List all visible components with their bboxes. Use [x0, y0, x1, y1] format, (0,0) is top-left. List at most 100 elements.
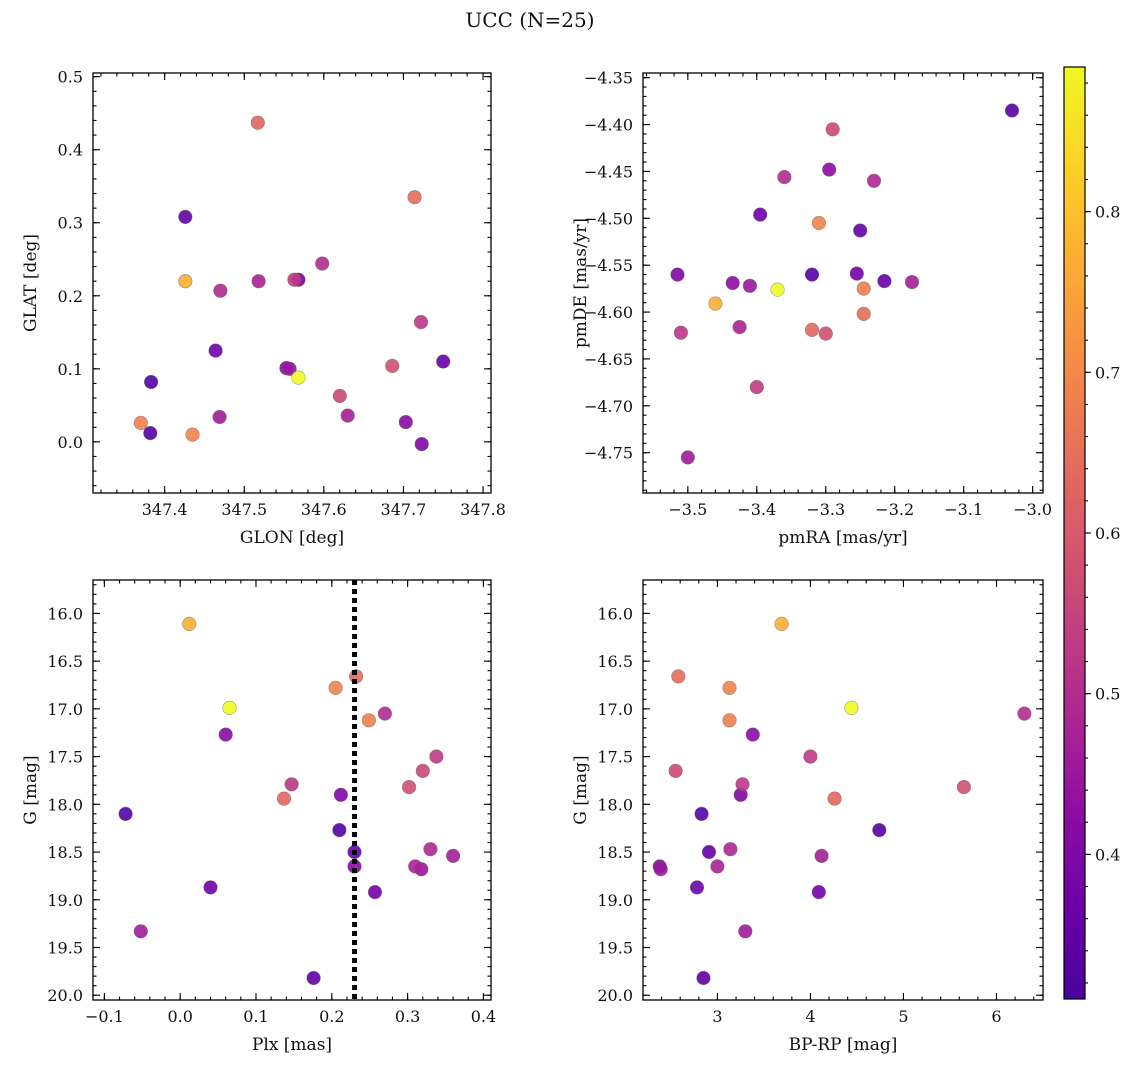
y-tick-label: 18.0: [47, 795, 83, 814]
pm-ylabel: pmDE [mas/yr]: [571, 218, 591, 348]
member-point: [143, 426, 158, 441]
glon-glat-xlabel: GLON [deg]: [240, 528, 344, 548]
bprp-g-xlabel: BP-RP [mag]: [789, 1035, 898, 1055]
y-tick-label: 0.2: [58, 287, 83, 306]
member-point: [429, 749, 444, 764]
colorbar-tick-label: 0.5: [1095, 685, 1120, 704]
member-point: [282, 361, 297, 376]
y-tick-label: 16.5: [47, 652, 83, 671]
y-tick-label: −4.65: [584, 350, 633, 369]
x-tick-label: 347.4: [142, 500, 188, 519]
member-point: [668, 763, 683, 779]
y-tick-label: 0.4: [58, 141, 83, 160]
member-point: [178, 274, 193, 289]
x-tick-label: 347.7: [381, 500, 427, 519]
member-point: [653, 862, 668, 877]
member-point: [361, 713, 377, 728]
member-point: [818, 326, 833, 341]
member-point: [251, 274, 266, 289]
member-point: [377, 706, 393, 721]
member-point: [208, 343, 223, 358]
x-tick-label: 0.1: [243, 1007, 268, 1026]
plx-g-xlabel: Plx [mas]: [252, 1035, 332, 1055]
member-point: [185, 427, 200, 442]
member-point: [804, 322, 820, 338]
pm-xlabel: pmRA [mas/yr]: [778, 528, 907, 548]
member-point: [872, 822, 887, 838]
colorbar-tick-label: 0.6: [1095, 524, 1120, 543]
y-tick-label: 0.3: [58, 214, 83, 233]
member-point: [291, 370, 306, 385]
y-tick-label: −4.40: [584, 116, 633, 135]
member-point: [673, 325, 689, 340]
plx-g-ylabel: G [mag]: [21, 755, 41, 824]
member-point: [853, 223, 868, 238]
pm-frame: [642, 72, 1044, 494]
member-point: [133, 415, 148, 431]
member-point: [1004, 103, 1020, 118]
member-point: [770, 282, 785, 297]
member-point: [753, 207, 768, 222]
bprp-g-points: [652, 616, 1032, 986]
member-point: [446, 848, 461, 864]
colorbar: 0.4 0.5 0.6 0.7 0.8: [1063, 66, 1120, 1000]
y-tick-label: 19.0: [597, 891, 633, 910]
member-point: [332, 822, 347, 838]
member-point: [866, 173, 882, 188]
bprp-g-ylabel: G [mag]: [571, 755, 591, 824]
x-tick-label: 347.5: [221, 500, 267, 519]
member-point: [844, 700, 859, 716]
member-point: [708, 296, 723, 311]
y-tick-label: 19.5: [597, 939, 633, 958]
y-tick-label: 18.0: [597, 795, 633, 814]
member-point: [203, 880, 218, 895]
x-tick-label: −3.4: [737, 500, 776, 519]
member-point: [738, 924, 753, 939]
x-tick-label: 0.4: [471, 1007, 496, 1026]
member-point: [803, 749, 818, 764]
member-point: [398, 415, 413, 430]
member-point: [856, 281, 871, 296]
member-point: [213, 283, 228, 298]
member-point: [287, 272, 302, 287]
member-point: [212, 409, 227, 425]
member-point: [436, 354, 451, 369]
member-point: [804, 267, 820, 282]
member-point: [956, 779, 972, 795]
pm-points: [670, 103, 1020, 465]
member-point: [694, 806, 709, 822]
member-point: [710, 859, 725, 874]
member-point: [284, 777, 299, 792]
y-tick-label: 16.0: [47, 604, 83, 623]
member-point: [402, 779, 417, 795]
member-point: [825, 122, 840, 137]
y-tick-label: −4.60: [584, 303, 633, 322]
panel-bprp-g: 3 4 5 6 16.0 16.5 17.0 17.5 18.0 18.5 19.0 19.5 20.0…: [571, 579, 1044, 1055]
x-tick-label: 347.8: [460, 500, 506, 519]
member-point: [735, 777, 750, 792]
x-tick-label: 5: [898, 1007, 908, 1026]
y-tick-label: 20.0: [597, 986, 633, 1005]
member-point: [250, 115, 265, 130]
glon-glat-ticks: 347.4 347.5 347.6 347.7 347.8 0.0 0.1 0.2 0.3 0.4…: [58, 68, 506, 519]
member-point: [306, 970, 321, 986]
x-tick-label: 4: [805, 1007, 815, 1026]
member-point: [218, 727, 233, 742]
y-tick-label: 17.5: [47, 748, 83, 767]
member-point: [745, 727, 760, 742]
member-point: [811, 215, 827, 231]
member-point: [722, 680, 737, 696]
panel-pm: −3.5 −3.4 −3.3 −3.2 −3.1 −3.0 −4.75 −4.70 −4.65 −…: [571, 69, 1052, 548]
colorbar-gradient: [1063, 66, 1086, 1000]
member-point: [696, 970, 711, 986]
x-tick-label: −0.1: [85, 1007, 124, 1026]
member-point: [367, 884, 383, 900]
y-tick-label: 18.5: [597, 843, 633, 862]
x-tick-label: −3.0: [1013, 500, 1052, 519]
y-tick-label: 19.5: [47, 939, 83, 958]
y-tick-label: 20.0: [47, 986, 83, 1005]
member-point: [671, 669, 686, 684]
member-point: [340, 408, 355, 423]
x-tick-label: −3.2: [875, 500, 914, 519]
